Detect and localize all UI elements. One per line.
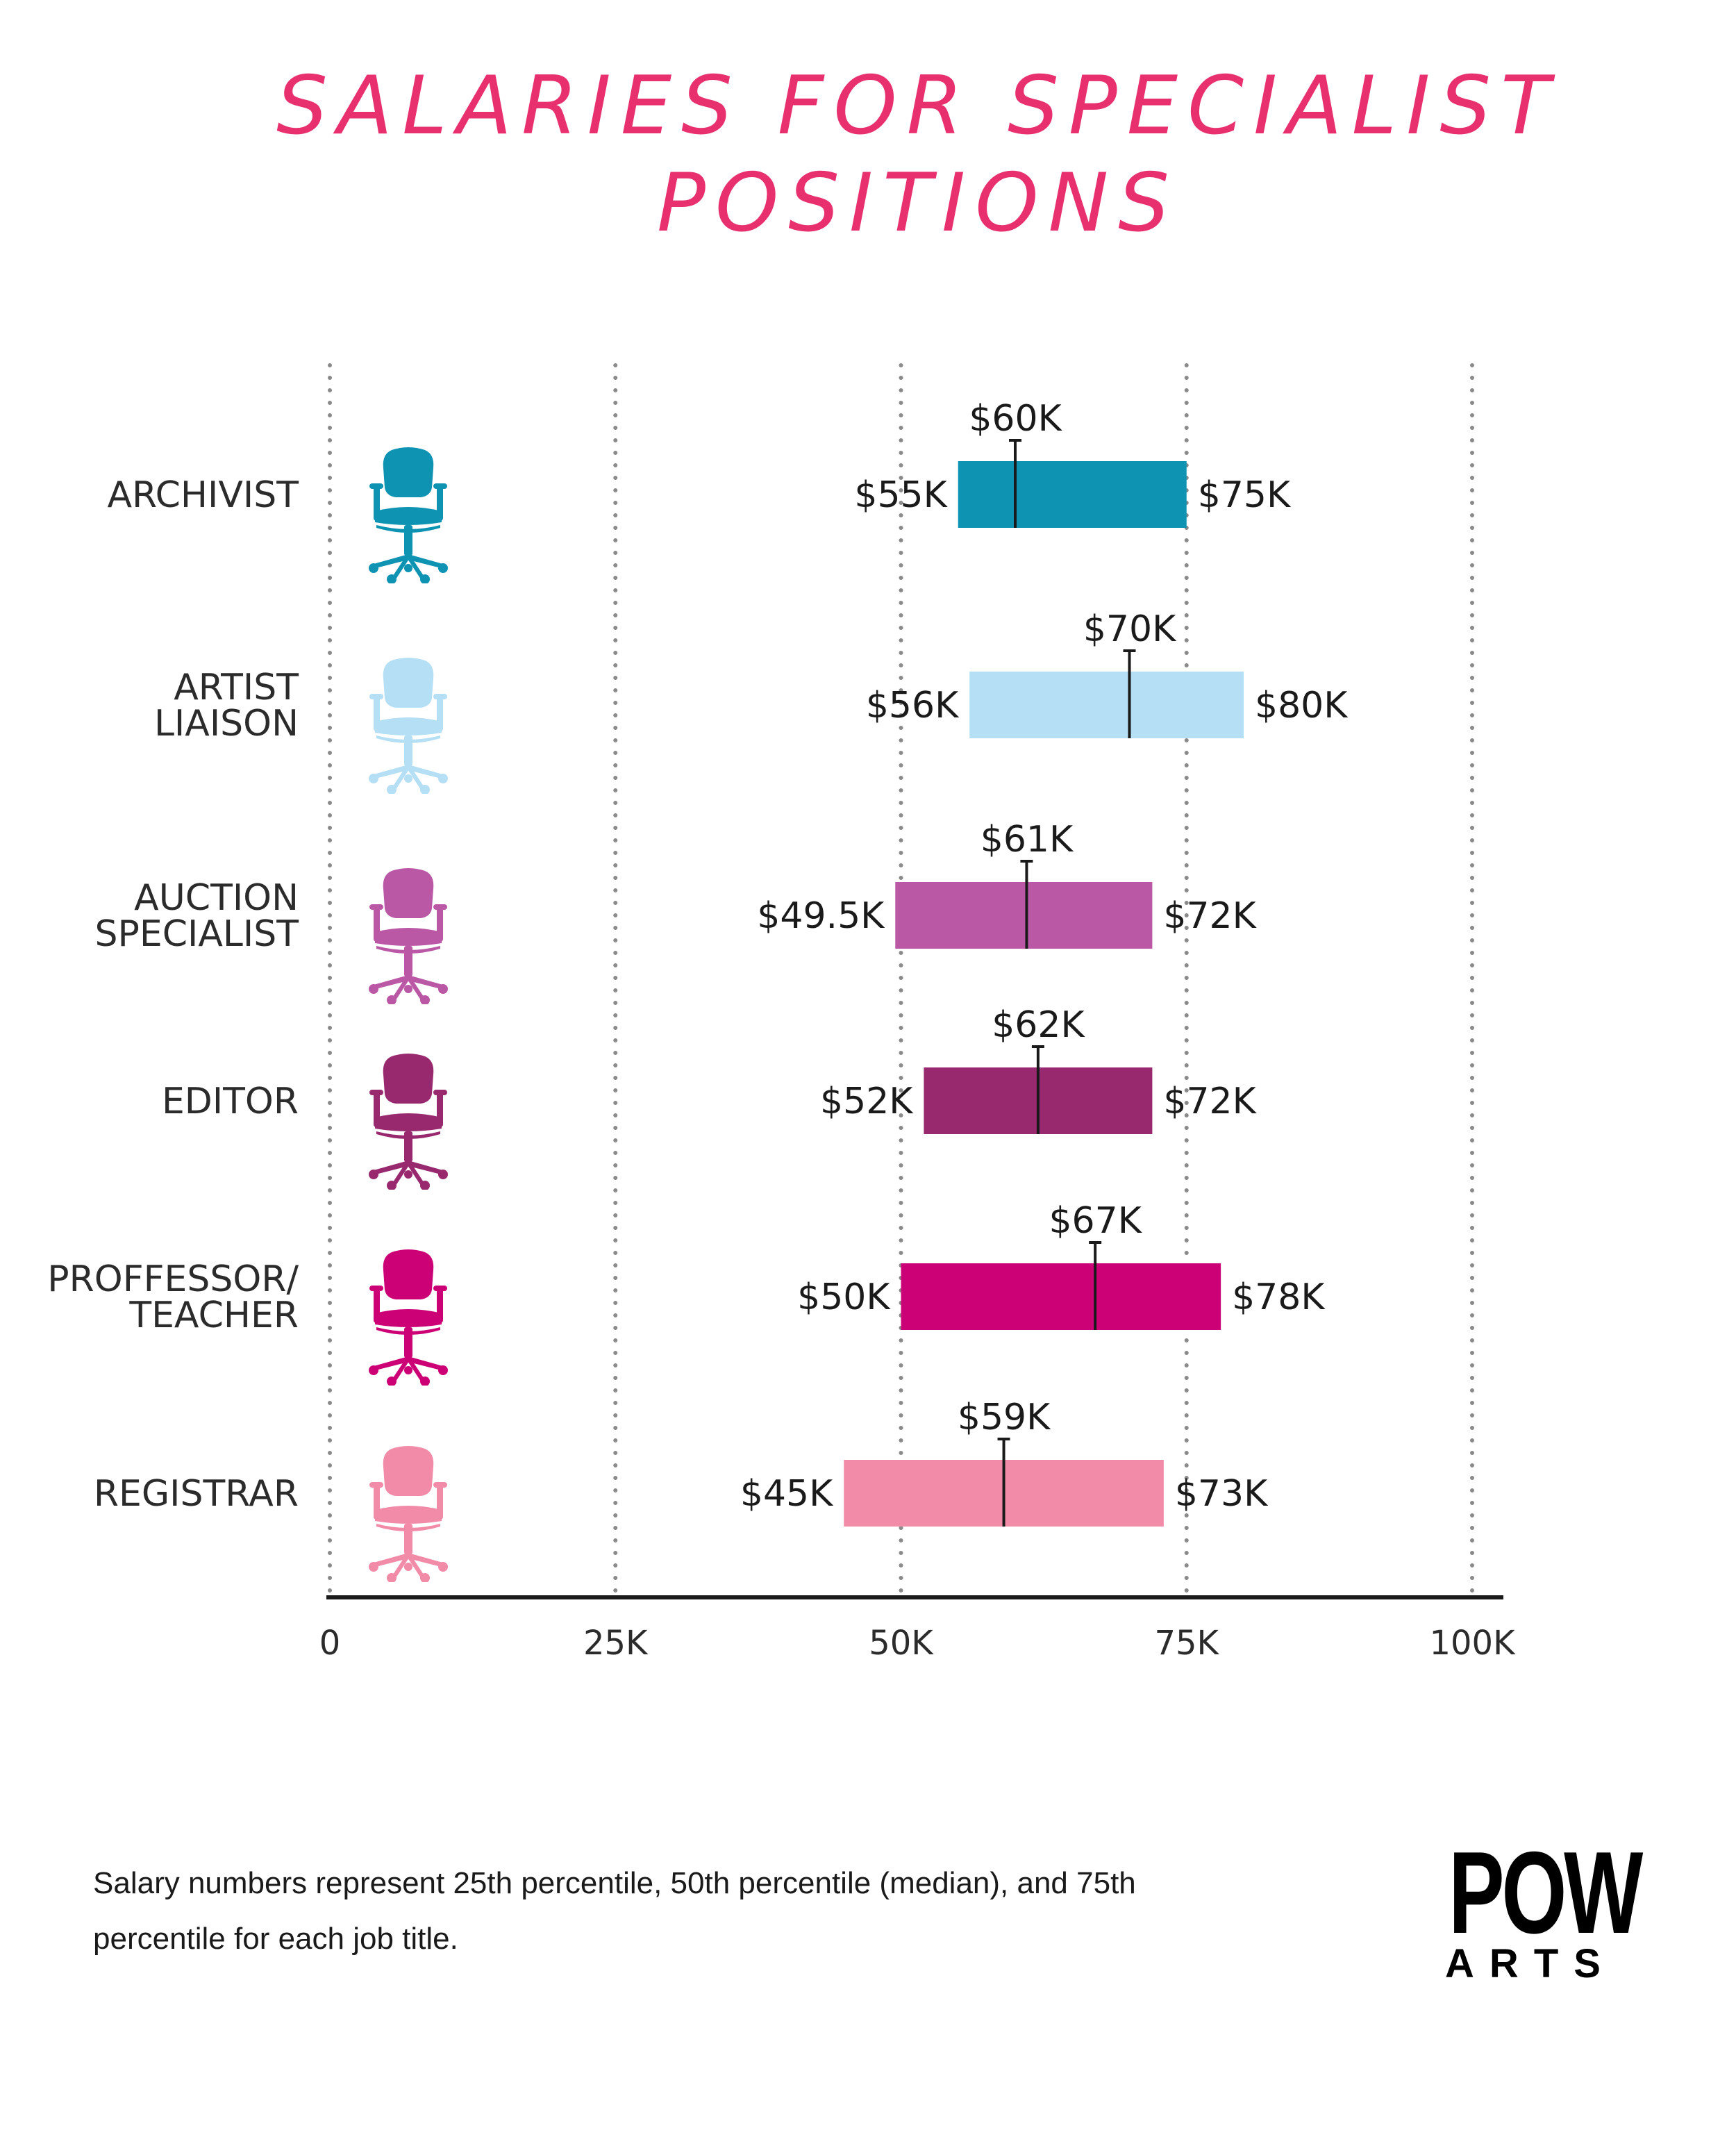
median-label: $60K	[969, 398, 1062, 440]
p75-label: $72K	[1163, 1081, 1257, 1122]
p75-label: $78K	[1232, 1277, 1326, 1318]
x-axis: 0 25K 50K 75K 100K	[319, 1595, 1516, 1663]
iqr-bar	[901, 1263, 1221, 1330]
p25-label: $49.5K	[757, 895, 885, 937]
logo-wordmark-bottom: ARTS	[1445, 1941, 1616, 1986]
category-label: LIAISON	[154, 703, 299, 745]
salary-row: REGISTRAR $45K $73K $59K	[94, 1397, 1269, 1582]
office-chair-icon	[369, 1054, 448, 1190]
office-chair-icon	[369, 1249, 448, 1386]
category-label: PROFFESSOR/	[47, 1258, 299, 1300]
x-tick-label: 100K	[1429, 1624, 1516, 1663]
category-label: TEACHER	[128, 1295, 299, 1336]
p75-label: $75K	[1198, 474, 1292, 516]
p75-label: $73K	[1175, 1473, 1269, 1515]
category-label: REGISTRAR	[94, 1473, 299, 1515]
category-label: ARTIST	[174, 667, 299, 708]
p25-label: $56K	[866, 685, 960, 726]
category-label: AUCTION	[134, 877, 299, 919]
chart-title-line-1: SALARIES FOR SPECIALIST	[276, 59, 1560, 153]
p75-label: $80K	[1255, 685, 1349, 726]
logo-wordmark-top: POW	[1449, 1827, 1643, 1958]
iqr-bar	[895, 882, 1153, 949]
p75-label: $72K	[1163, 895, 1257, 937]
p25-label: $50K	[797, 1277, 891, 1318]
iqr-bar	[969, 672, 1244, 738]
p25-label: $55K	[854, 474, 948, 516]
chart-title-line-2: POSITIONS	[657, 156, 1179, 250]
median-label: $62K	[992, 1004, 1085, 1046]
office-chair-icon	[369, 1446, 448, 1582]
median-label: $67K	[1049, 1200, 1142, 1242]
pow-arts-logo: POW ARTS	[1419, 1827, 1643, 1986]
x-tick-label: 50K	[869, 1624, 934, 1663]
x-tick-label: 25K	[583, 1624, 649, 1663]
office-chair-icon	[369, 447, 448, 583]
median-label: $59K	[958, 1397, 1051, 1438]
salary-row: EDITOR $52K $72K $62K	[162, 1004, 1258, 1190]
office-chair-icon	[369, 658, 448, 794]
p25-label: $45K	[740, 1473, 834, 1515]
median-label: $70K	[1083, 608, 1177, 650]
gridlines	[328, 363, 1474, 1599]
category-label: ARCHIVIST	[107, 474, 299, 516]
office-chair-icon	[369, 868, 448, 1004]
x-tick-label: 75K	[1154, 1624, 1219, 1663]
x-tick-label: 0	[319, 1624, 341, 1663]
salary-row: ARCHIVIST $55K $75K $60K	[107, 398, 1292, 583]
footnote: Salary numbers represent 25th percentile…	[93, 1866, 1136, 1956]
iqr-bar	[958, 461, 1187, 528]
category-label: EDITOR	[162, 1081, 299, 1122]
p25-label: $52K	[820, 1081, 914, 1122]
category-label: SPECIALIST	[94, 913, 299, 955]
median-label: $61K	[980, 819, 1074, 860]
salary-row: PROFFESSOR/TEACHER $50K $78K $67K	[47, 1200, 1326, 1386]
